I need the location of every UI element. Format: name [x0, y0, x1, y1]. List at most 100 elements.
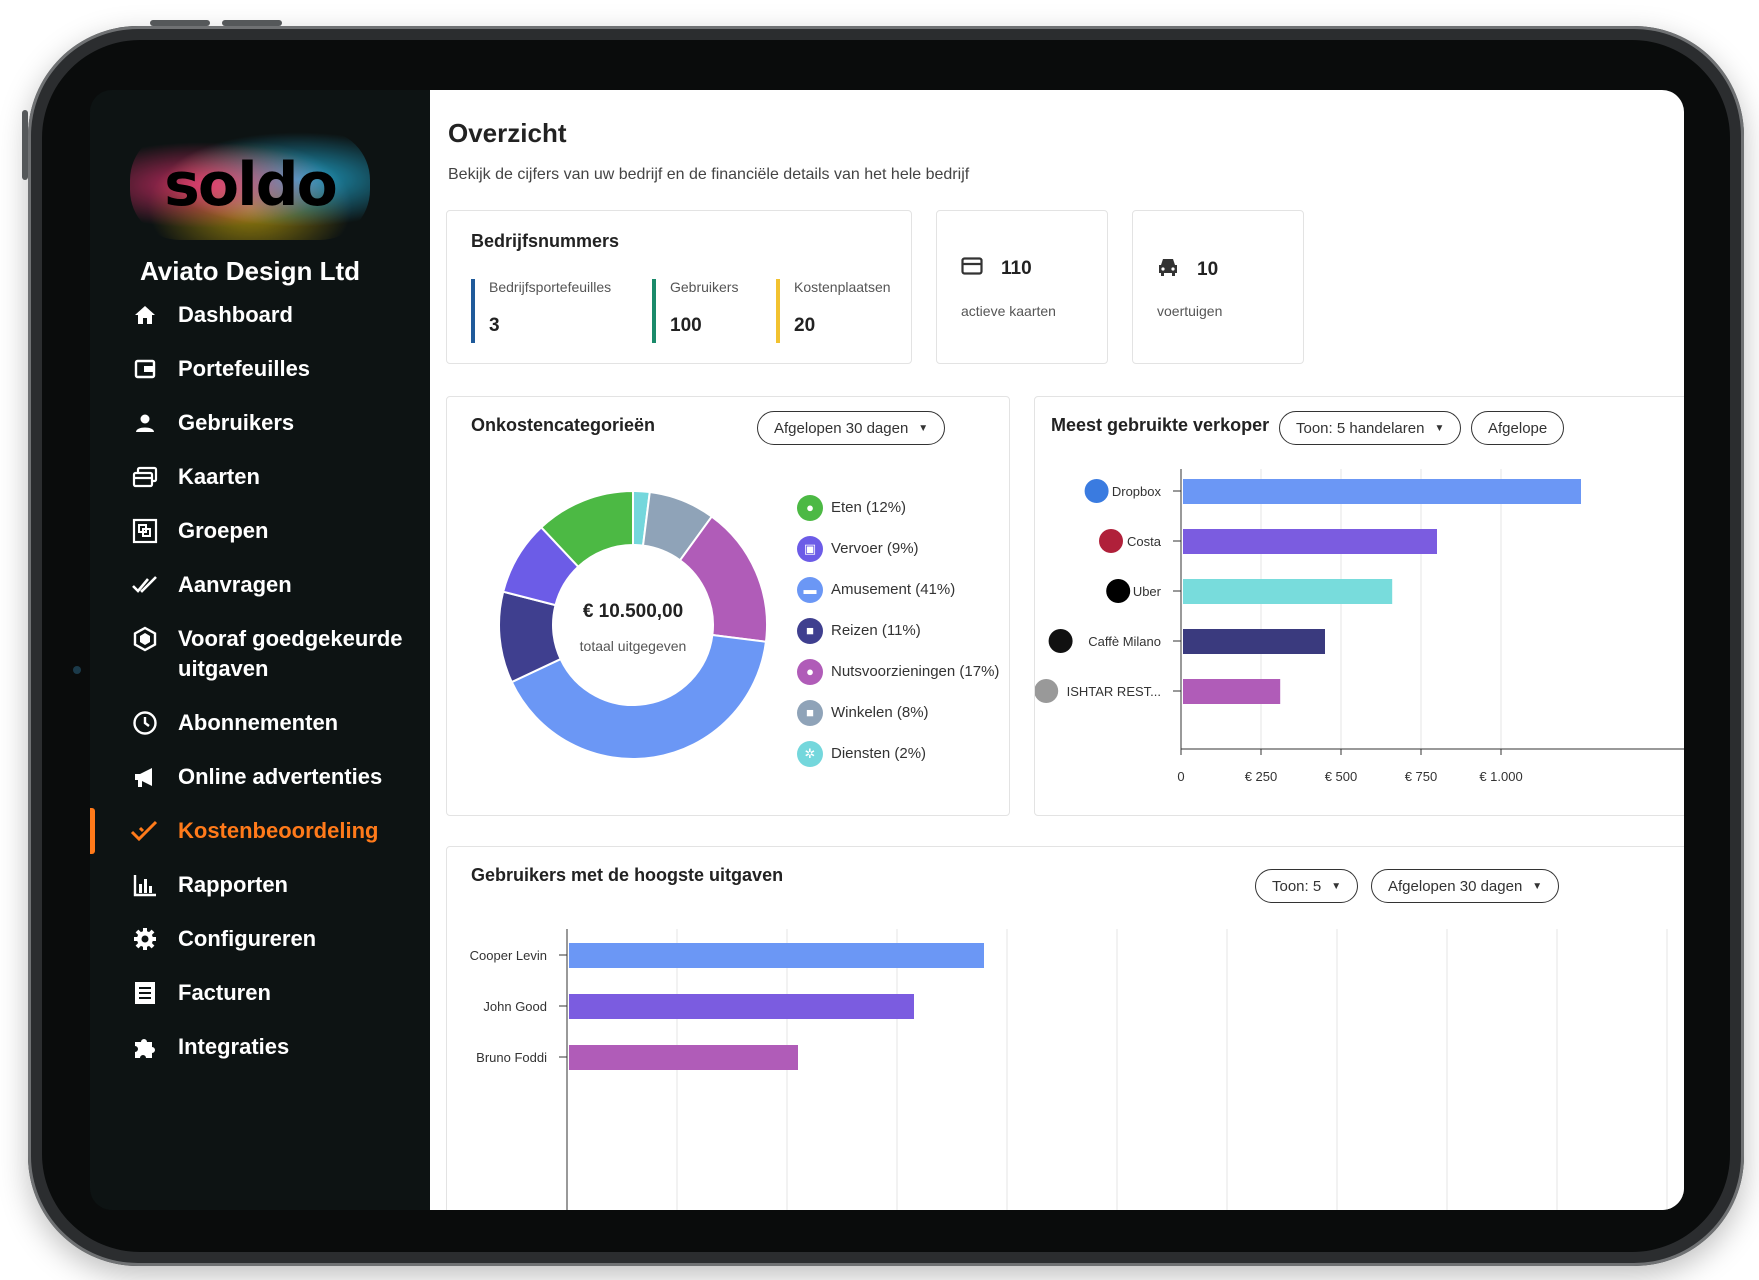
card-icon — [961, 257, 987, 281]
stat-bar — [776, 279, 780, 343]
sidebar-item-online-advertenties[interactable]: Online advertenties — [90, 762, 430, 792]
sidebar-item-portefeuilles[interactable]: Portefeuilles — [90, 354, 430, 384]
vehicles-value-row: 10 — [1157, 257, 1218, 283]
sidebar-item-dashboard[interactable]: Dashboard — [90, 300, 430, 330]
page-subtitle: Bekijk de cijfers van uw bedrijf en de f… — [448, 166, 970, 183]
legend-label: Eten (12%) — [831, 499, 907, 516]
ticket-icon: ▬ — [797, 576, 823, 603]
sidebar-item-groepen[interactable]: Groepen — [90, 516, 430, 546]
y-tick-label: ISHTAR REST... — [1067, 684, 1161, 699]
sidebar-item-integraties[interactable]: Integraties — [90, 1032, 430, 1062]
y-tick-label: Bruno Foddi — [476, 1050, 547, 1065]
sidebar-item-rapporten[interactable]: Rapporten — [90, 870, 430, 900]
active-cards-card[interactable]: 110 actieve kaarten — [936, 210, 1108, 364]
puzzle-icon — [130, 1032, 160, 1062]
stat-value: 3 — [489, 315, 500, 336]
invoice-icon — [130, 978, 160, 1008]
vendors-count-dropdown[interactable]: Toon: 5 handelaren ▼ — [1279, 411, 1462, 445]
screen: soldo Aviato Design Ltd Dashboard Portef… — [90, 90, 1684, 1210]
soldo-logo[interactable]: soldo — [130, 130, 370, 240]
x-tick-label: € 750 — [1405, 769, 1438, 784]
sidebar-item-kostenbeoordeling[interactable]: Kostenbeoordeling — [90, 808, 430, 854]
y-tick-label: Uber — [1133, 584, 1162, 599]
bar-chart-icon — [130, 870, 160, 900]
stat-value: 20 — [794, 315, 816, 336]
bar-costa[interactable] — [1183, 529, 1437, 554]
vehicles-card[interactable]: 10 voertuigen — [1132, 210, 1304, 364]
stat-value: 100 — [670, 315, 702, 336]
vehicles-label: voertuigen — [1157, 303, 1223, 319]
sidebar-item-aanvragen[interactable]: Aanvragen — [90, 570, 430, 600]
clock-icon — [130, 708, 160, 738]
dropdown-value: Afgelope — [1488, 419, 1548, 437]
donut-slice-eten[interactable] — [539, 489, 634, 569]
donut-total: € 10.500,00 — [583, 601, 683, 622]
user-icon — [130, 408, 160, 438]
dropdown-value: Afgelopen 30 dagen — [1388, 877, 1523, 895]
vendor-logo-icon — [1099, 529, 1123, 553]
top-users-count-dropdown[interactable]: Toon: 5 ▼ — [1255, 869, 1359, 903]
legend-item-reizen[interactable]: ■ Reizen (11%) — [797, 610, 999, 651]
apple-icon: ● — [797, 494, 823, 521]
hexagon-icon — [130, 624, 160, 654]
top-users-card: Gebruikers met de hoogste uitgaven Toon:… — [446, 846, 1684, 1210]
sidebar-item-facturen[interactable]: Facturen — [90, 978, 430, 1008]
donut-total-label: totaal uitgegeven — [580, 638, 687, 654]
vendor-logo-icon — [1048, 629, 1073, 653]
stat-label: Bedrijfsportefeuilles — [489, 279, 612, 295]
bar-caff-milano[interactable] — [1183, 629, 1325, 654]
sidebar: soldo Aviato Design Ltd Dashboard Portef… — [90, 90, 430, 1210]
bus-icon: ▣ — [797, 535, 823, 562]
legend-label: Vervoer (9%) — [831, 540, 919, 557]
bar-bruno-foddi[interactable] — [569, 1045, 798, 1070]
y-tick-label: Dropbox — [1112, 484, 1162, 499]
home-icon — [130, 300, 160, 330]
x-tick-label: € 250 — [1245, 769, 1278, 784]
legend-item-nutsvoorzieningen[interactable]: ● Nutsvoorzieningen (17%) — [797, 651, 999, 692]
legend-label: Amusement (41%) — [831, 581, 956, 598]
legend-item-diensten[interactable]: ✲ Diensten (2%) — [797, 733, 999, 774]
dropdown-value: Afgelopen 30 dagen — [774, 419, 909, 437]
legend-item-eten[interactable]: ● Eten (12%) — [797, 487, 999, 528]
bar-john-good[interactable] — [569, 994, 914, 1019]
stat-portfolios: Bedrijfsportefeuilles 3 — [471, 279, 612, 343]
y-tick-label: Caffè Milano — [1088, 634, 1161, 649]
stat-users: Gebruikers 100 — [652, 279, 738, 343]
caret-down-icon: ▼ — [1434, 422, 1445, 434]
bar-dropbox[interactable] — [1183, 479, 1581, 504]
vendors-period-dropdown[interactable]: Afgelope — [1471, 411, 1565, 445]
donut-slice-amusement[interactable] — [510, 633, 768, 760]
bar-uber[interactable] — [1183, 579, 1393, 604]
caret-down-icon: ▼ — [1532, 880, 1543, 892]
x-tick-label: € 500 — [1325, 769, 1358, 784]
top-users-bar-chart: Cooper Levin John Good Bruno Foddi — [470, 929, 1668, 1210]
main-content: Overzicht Bekijk de cijfers van uw bedri… — [430, 90, 1684, 1210]
vendors-title: Meest gebruikte verkoper — [1051, 415, 1270, 435]
car-icon — [1157, 257, 1183, 283]
legend-label: Nutsvoorzieningen (17%) — [831, 663, 1000, 680]
active-cards-value-row: 110 — [961, 257, 1032, 281]
legend-item-vervoer[interactable]: ▣ Vervoer (9%) — [797, 528, 999, 569]
sidebar-item-kaarten[interactable]: Kaarten — [90, 462, 430, 492]
bag-icon: ■ — [797, 699, 823, 726]
volume-button — [150, 20, 210, 26]
bulb-icon: ● — [797, 658, 823, 685]
gears-icon: ✲ — [797, 740, 823, 767]
legend-item-amusement[interactable]: ▬ Amusement (41%) — [797, 569, 999, 610]
expense-period-dropdown[interactable]: Afgelopen 30 dagen ▼ — [757, 411, 946, 445]
legend-item-winkelen[interactable]: ■ Winkelen (8%) — [797, 692, 999, 733]
bar-cooper-levin[interactable] — [569, 943, 984, 968]
legend-label: Diensten (2%) — [831, 745, 927, 762]
bar-ishtar-rest-[interactable] — [1183, 679, 1281, 704]
vendors-bar-chart: 0 € 250 € 500 € 750 € 1.000 Dropbox Costa Uber C… — [1035, 469, 1684, 784]
sidebar-item-vooraf-goedgekeurde-uitgaven[interactable]: Vooraf goedgekeurde uitgaven — [90, 624, 430, 684]
sidebar-item-configureren[interactable]: Configureren — [90, 924, 430, 954]
company-numbers-title: Bedrijfsnummers — [471, 231, 620, 251]
caret-down-icon: ▼ — [918, 422, 929, 434]
sidebar-item-abonnementen[interactable]: Abonnementen — [90, 708, 430, 738]
sidebar-item-gebruikers[interactable]: Gebruikers — [90, 408, 430, 438]
stat-cost-centers: Kostenplaatsen 20 — [776, 279, 891, 343]
stat-label: Kostenplaatsen — [794, 279, 891, 295]
power-button — [22, 110, 28, 180]
top-users-period-dropdown[interactable]: Afgelopen 30 dagen ▼ — [1371, 869, 1560, 903]
